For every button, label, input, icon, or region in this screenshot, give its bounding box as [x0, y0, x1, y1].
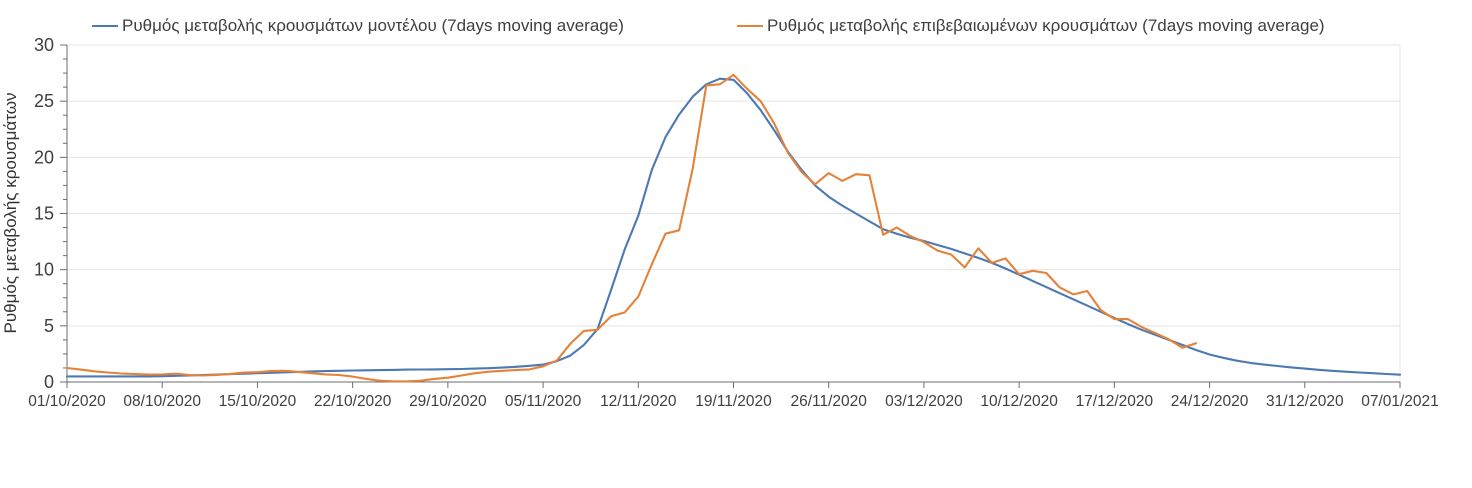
x-tick-label: 24/12/2020 [1171, 393, 1249, 410]
y-tick-label: 0 [44, 372, 54, 392]
legend-entry-confirmed[interactable]: Ρυθμός μεταβολής επιβεβαιωμένων κρουσμάτ… [737, 16, 1325, 36]
model-series-line [65, 77, 1402, 378]
x-tick-label: 05/11/2020 [505, 393, 582, 410]
x-tick-label: 19/11/2020 [695, 393, 772, 410]
x-tick-label: 12/11/2020 [600, 393, 677, 410]
legend-label-confirmed: Ρυθμός μεταβολής επιβεβαιωμένων κρουσμάτ… [767, 16, 1325, 35]
y-tick-label: 15 [34, 204, 54, 224]
y-tick-label: 25 [34, 91, 54, 111]
x-tick-label: 31/12/2020 [1266, 393, 1344, 410]
y-tick-label: 20 [34, 147, 54, 167]
legend-label-model: Ρυθμός μεταβολής κρουσμάτων μοντέλου (7d… [122, 16, 624, 35]
x-tick-label: 10/12/2020 [980, 393, 1058, 410]
y-tick-label: 30 [34, 35, 54, 55]
y-tick-label: 5 [44, 316, 54, 336]
model-line-swatch [92, 25, 118, 27]
x-tick-label: 07/01/2021 [1361, 393, 1439, 410]
x-tick-label: 22/10/2020 [314, 393, 392, 410]
x-tick-label: 15/10/2020 [219, 393, 297, 410]
x-tick-label: 17/12/2020 [1076, 393, 1154, 410]
y-tick-label: 10 [34, 260, 54, 280]
confirmed-line-swatch [737, 25, 763, 27]
x-tick-label: 03/12/2020 [885, 393, 963, 410]
x-tick-label: 26/11/2020 [790, 393, 867, 410]
confirmed-series-line [65, 73, 1198, 383]
legend-entry-model[interactable]: Ρυθμός μεταβολής κρουσμάτων μοντέλου (7d… [92, 16, 624, 36]
x-tick-label: 01/10/2020 [28, 393, 106, 410]
x-tick-label: 08/10/2020 [123, 393, 201, 410]
x-tick-label: 29/10/2020 [409, 393, 487, 410]
y-axis-title: Ρυθμός μεταβολής κρουσμάτων [1, 93, 20, 334]
